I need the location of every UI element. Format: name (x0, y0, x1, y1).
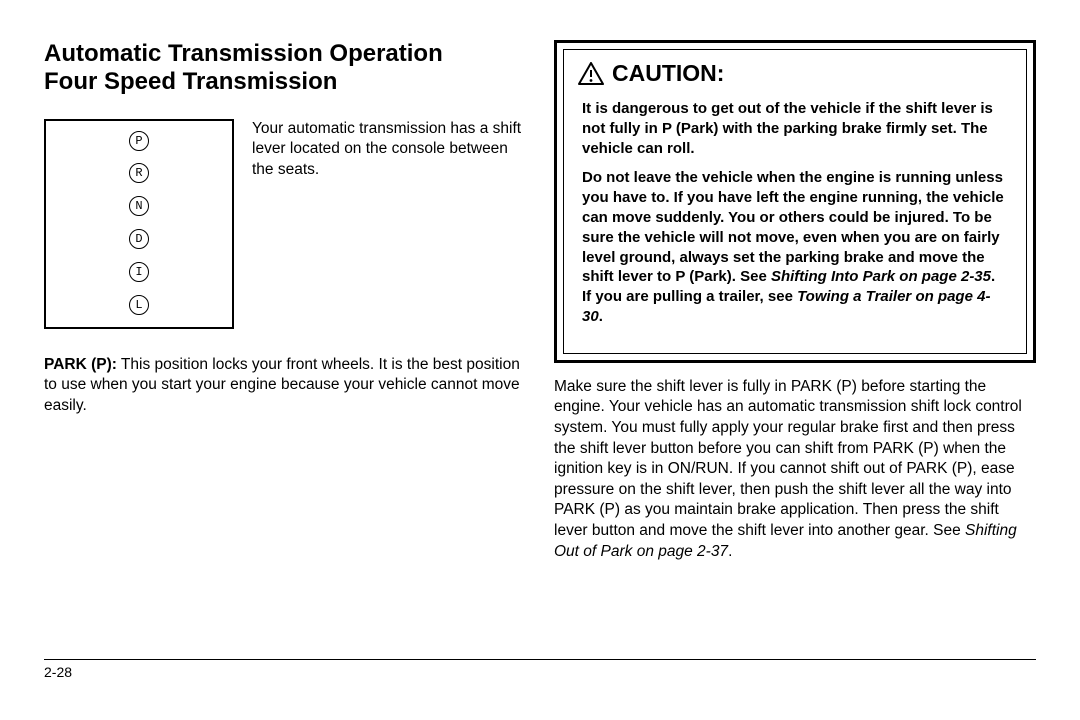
page-footer: 2-28 (44, 659, 1036, 680)
caution-paragraph-1: It is dangerous to get out of the vehicl… (582, 99, 1008, 158)
park-paragraph: PARK (P): This position locks your front… (44, 355, 526, 416)
shift-lever-diagram: P R N D I L (44, 119, 234, 329)
gear-r: R (129, 163, 149, 183)
warning-icon (578, 62, 604, 85)
gear-p: P (129, 131, 149, 151)
after-caution-paragraph: Make sure the shift lever is fully in PA… (554, 377, 1036, 562)
after-text-b: . (728, 543, 732, 560)
caution-label: CAUTION: (612, 60, 724, 87)
title-line-2: Four Speed Transmission (44, 68, 337, 95)
right-column: CAUTION: It is dangerous to get out of t… (554, 40, 1036, 650)
gear-d: D (129, 229, 149, 249)
caution-header: CAUTION: (564, 50, 1026, 95)
caution-ref-shifting-into-park: Shifting Into Park on page 2-35 (771, 268, 991, 285)
caution-inner-frame: CAUTION: It is dangerous to get out of t… (563, 49, 1027, 354)
caution-body: It is dangerous to get out of the vehicl… (564, 95, 1026, 353)
left-column: Automatic Transmission Operation Four Sp… (44, 40, 526, 650)
two-column-layout: Automatic Transmission Operation Four Sp… (44, 40, 1036, 650)
manual-page: Automatic Transmission Operation Four Sp… (44, 40, 1036, 680)
gear-i: I (129, 262, 149, 282)
shift-lever-description: Your automatic transmission has a shift … (252, 119, 526, 329)
gear-n: N (129, 196, 149, 216)
park-label: PARK (P): (44, 356, 117, 373)
caution-paragraph-2: Do not leave the vehicle when the engine… (582, 168, 1008, 326)
caution-box: CAUTION: It is dangerous to get out of t… (554, 40, 1036, 363)
page-number: 2-28 (44, 664, 72, 680)
caution-p2-c: . (599, 308, 603, 325)
gear-l: L (129, 295, 149, 315)
section-heading: Automatic Transmission Operation Four Sp… (44, 40, 526, 97)
shift-lever-row: P R N D I L Your automatic transmission … (44, 119, 526, 329)
title-line-1: Automatic Transmission Operation (44, 40, 443, 67)
after-text-a: Make sure the shift lever is fully in PA… (554, 378, 1022, 539)
